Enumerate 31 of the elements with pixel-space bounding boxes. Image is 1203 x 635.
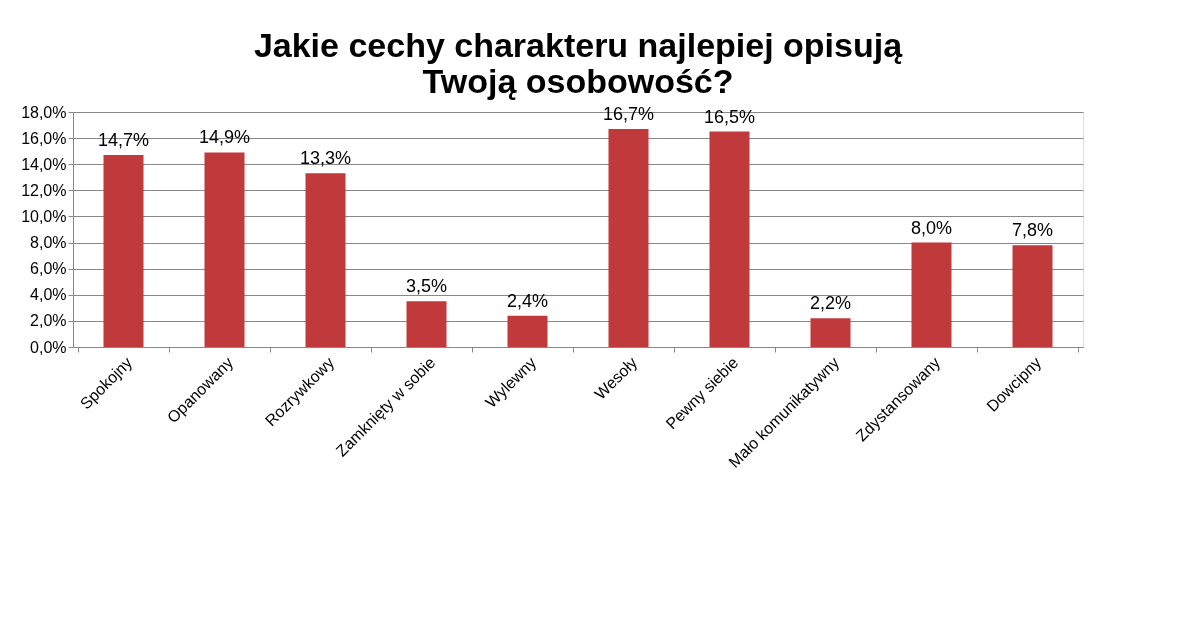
data-label: 8,0% (910, 217, 953, 238)
data-label: 16,5% (703, 106, 756, 127)
y-tick-label: 6,0% (30, 260, 67, 278)
y-tick-label: 12,0% (21, 181, 67, 199)
y-tick-label: 4,0% (30, 286, 67, 304)
data-label: 7,8% (1011, 220, 1054, 241)
bar (1012, 245, 1053, 347)
y-tick-label: 16,0% (21, 129, 67, 147)
bar (911, 242, 952, 347)
bar (204, 152, 245, 347)
bar (305, 173, 346, 347)
bar (709, 131, 750, 347)
data-label: 13,3% (299, 148, 352, 169)
data-label: 14,9% (198, 127, 251, 148)
data-label: 3,5% (405, 276, 448, 297)
bar (810, 318, 851, 347)
chart-title: Jakie cechy charakteru najlepiej opisują Twoją osobowość? (253, 26, 904, 100)
data-label: 2,2% (809, 293, 852, 314)
data-label: 2,4% (506, 290, 549, 311)
bar (507, 315, 548, 347)
y-tick-label: 10,0% (21, 207, 67, 225)
y-tick-label: 18,0% (21, 103, 67, 121)
bar (608, 128, 649, 347)
y-tick-label: 8,0% (30, 234, 67, 252)
bar (103, 155, 144, 347)
data-label: 14,7% (97, 130, 150, 151)
y-tick-label: 2,0% (30, 312, 67, 330)
y-tick-label: 14,0% (21, 155, 67, 173)
bar (406, 301, 447, 347)
y-tick-label: 0,0% (30, 338, 67, 356)
data-label: 16,7% (602, 103, 655, 124)
